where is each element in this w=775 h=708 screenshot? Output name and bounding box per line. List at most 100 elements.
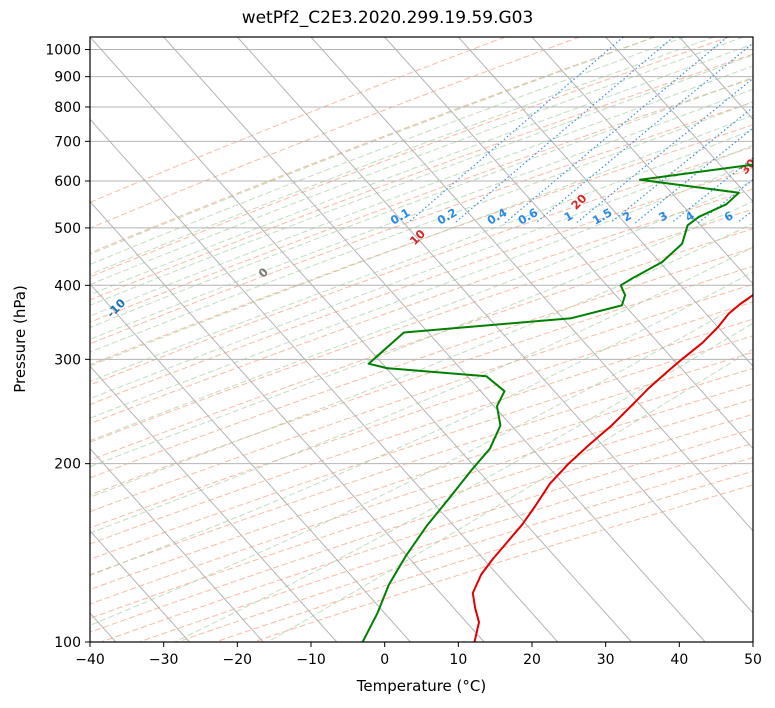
mixing-ratio-line <box>766 37 775 223</box>
dewpoint-profile-line <box>361 163 753 642</box>
dry-adiabat-line <box>90 37 506 203</box>
dry-adiabat-line <box>90 188 753 425</box>
y-axis-label: Pressure (hPa) <box>11 285 29 393</box>
x-tick-label: 20 <box>523 652 541 668</box>
mixing-ratio-label: 2 <box>620 208 634 224</box>
isotherm-line <box>163 37 706 642</box>
moist-adiabat-line <box>90 271 753 577</box>
dry-adiabat-line <box>90 301 753 529</box>
dry-adiabat-line <box>90 208 753 443</box>
moist-adiabat-line <box>90 129 753 383</box>
dry-adiabat-line <box>90 77 753 323</box>
isotherm-line <box>90 200 485 642</box>
y-tick-label: 1000 <box>45 43 81 59</box>
dry-adiabat-line <box>90 228 753 461</box>
x-tick-label: 0 <box>380 652 389 668</box>
plot-frame <box>89 36 754 643</box>
moist-adiabat-line <box>174 322 753 642</box>
isotherm-line <box>310 37 753 532</box>
mixing-ratio-line <box>610 106 753 224</box>
moist-adiabat-line <box>90 54 753 306</box>
dry-adiabat-line <box>90 283 753 513</box>
dry-adiabat-label: -10 <box>104 296 129 321</box>
moist-adiabat-line <box>90 65 753 317</box>
dry-adiabat-line <box>90 124 753 366</box>
moist-adiabat-line <box>90 222 753 498</box>
isotherm-line <box>752 37 753 38</box>
dry-adiabat-label: 0 <box>255 265 271 281</box>
moist-adiabat-line <box>90 200 753 468</box>
mixing-ratio-label: 0.6 <box>515 205 540 227</box>
moist-adiabat-line <box>267 348 753 642</box>
y-tick-label: 800 <box>54 100 81 116</box>
mixing-ratio-label: 8 <box>750 208 764 224</box>
moist-adiabat-line <box>90 246 753 534</box>
mixing-ratio-line <box>576 77 753 224</box>
y-tick-label: 700 <box>54 134 81 150</box>
moist-adiabat-line <box>90 37 656 255</box>
chart-title: wetPf2_C2E3.2020.299.19.59.G03 <box>241 8 534 28</box>
isotherm-line <box>90 118 559 642</box>
dry-adiabat-line <box>90 146 753 386</box>
mixing-ratio-label: 6 <box>722 208 736 224</box>
mixing-ratio-line <box>736 209 753 224</box>
x-axis-label: Temperature (°C) <box>356 677 487 695</box>
y-tick-label: 400 <box>54 278 81 294</box>
x-tick-label: −10 <box>296 652 326 668</box>
y-tick-label: 900 <box>54 70 81 86</box>
dry-adiabat-line <box>90 413 753 633</box>
mixing-ratio-line <box>535 42 753 224</box>
x-tick-label: 50 <box>744 652 762 668</box>
moist-adiabat-line <box>90 37 715 276</box>
dry-adiabat-line <box>253 484 753 642</box>
isotherm-line <box>90 283 411 642</box>
isotherm-line <box>457 37 753 367</box>
x-tick-label: −20 <box>223 652 253 668</box>
isotherm-line <box>90 365 338 642</box>
moist-adiabat-line <box>90 161 753 419</box>
x-tick-label: 30 <box>597 652 615 668</box>
dry-adiabat-line <box>90 101 753 345</box>
temperature-profile-line <box>471 293 753 642</box>
isotherm-line <box>384 37 753 450</box>
dry-adiabat-line <box>138 442 753 642</box>
mixing-ratio-label: 1 <box>561 208 575 224</box>
dry-adiabat-line <box>90 318 753 545</box>
moist-adiabat-line <box>90 180 753 442</box>
y-tick-label: 600 <box>54 174 81 190</box>
moist-adiabat-line <box>90 43 753 296</box>
x-tick-label: 40 <box>670 652 688 668</box>
dry-adiabat-line <box>90 383 753 605</box>
moist-adiabat-line <box>90 37 685 265</box>
dry-adiabat-line <box>90 167 753 406</box>
x-tick-label: 10 <box>449 652 467 668</box>
dry-adiabat-line <box>90 37 730 278</box>
dry-adiabat-line <box>90 367 753 591</box>
dry-adiabat-line <box>90 265 753 496</box>
dry-adiabat-line <box>90 351 753 576</box>
moist-adiabat-line <box>90 37 744 286</box>
mixing-ratio-line <box>671 157 753 224</box>
moist-adiabat-line <box>90 144 753 400</box>
mixing-ratio-label: 0.2 <box>435 205 460 227</box>
isotherm-line <box>90 37 632 642</box>
mixing-ratio-label: 4 <box>683 208 697 224</box>
dry-adiabat-line <box>90 398 753 619</box>
x-tick-label: −40 <box>75 652 105 668</box>
y-tick-label: 100 <box>54 635 81 651</box>
moist-adiabat-line <box>90 114 753 367</box>
mixing-ratio-line <box>504 37 728 224</box>
mixing-ratio-label: 3 <box>656 208 670 224</box>
mixing-ratio-label: 10 <box>769 206 775 226</box>
dry-adiabat-line <box>90 335 753 560</box>
dry-adiabat-line <box>90 37 655 254</box>
isotherm-line <box>605 37 753 203</box>
y-tick-label: 300 <box>54 352 81 368</box>
dry-adiabat-line <box>90 53 753 301</box>
y-tick-label: 500 <box>54 221 81 237</box>
isotherm-line <box>531 37 753 285</box>
mixing-ratio-line <box>634 127 753 224</box>
dry-adiabat-line <box>90 247 753 479</box>
isotherm-line <box>90 530 190 642</box>
dry-adiabat-label: 20 <box>568 191 589 212</box>
